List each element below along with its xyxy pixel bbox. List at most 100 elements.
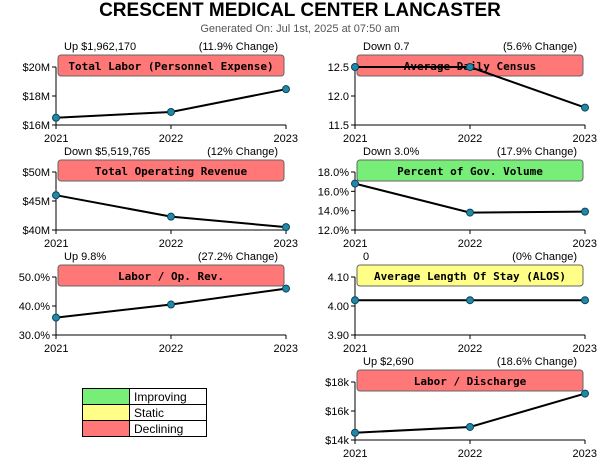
legend-swatch-improving [82,388,130,405]
series-line [55,194,287,229]
data-point [52,113,60,122]
y-tick-label: $18k [325,377,349,389]
chart-title: Total Operating Revenue [95,165,248,178]
data-point [351,179,359,188]
generated-timestamp: Generated On: Jul 1st, 2025 at 07:50 am [200,23,400,35]
x-tick-label: 2021 [44,133,68,145]
x-tick-label: 2023 [573,448,597,460]
chart-change: (18.6% Change) [497,356,577,368]
y-tick-label: 14.0% [318,206,349,218]
x-tick-label: 2023 [274,343,298,355]
x-tick-label: 2022 [458,343,482,355]
legend-row-improving: Improving [82,388,207,405]
y-tick-label: 12.0 [328,91,349,103]
page-title: CRESCENT MEDICAL CENTER LANCASTER [99,0,501,21]
y-tick-label: 30.0% [19,330,50,342]
x-tick-label: 2021 [343,133,367,145]
data-point [167,107,175,116]
chart-summary: Up $2,690 [363,356,414,368]
chart-title-box [57,54,285,77]
y-tick-label: $16k [325,406,349,418]
data-point [52,313,60,322]
legend-row-static: Static [82,404,207,421]
chart-title-box [356,264,584,287]
data-point [581,207,589,216]
x-tick-label: 2023 [274,133,298,145]
chart-title: Labor / Discharge [414,375,527,388]
data-point [167,212,175,221]
series-line [354,182,586,214]
chart-change: (5.6% Change) [503,41,577,53]
x-tick-label: 2022 [159,133,183,145]
legend-label-improving: Improving [129,388,207,405]
chart-change: (27.2% Change) [198,251,278,263]
y-tick-label: $45M [22,196,50,208]
data-point [466,422,474,431]
y-tick-label: $50M [22,167,50,179]
chart-title-box [57,159,285,182]
chart-summary: 0 [363,251,369,263]
chart-change: (0% Change) [512,251,577,263]
chart-title-box [356,369,584,392]
y-tick-label: $16M [22,120,50,132]
data-point [282,85,290,94]
data-point [466,208,474,217]
legend-swatch-declining [82,420,130,437]
x-tick-label: 2022 [458,448,482,460]
chart-summary: Down 3.0% [363,146,419,158]
legend: Improving Static Declining [82,388,207,437]
x-tick-label: 2023 [274,238,298,250]
y-tick-label: 12.5 [328,62,349,74]
x-tick-label: 2021 [343,343,367,355]
data-point [351,428,359,437]
y-tick-label: $40M [22,225,50,237]
chart-title: Average Length Of Stay (ALOS) [374,270,566,283]
y-tick-label: 4.10 [328,272,349,284]
y-tick-label: 16.0% [318,186,349,198]
y-tick-label: 3.90 [328,330,349,342]
data-point [167,300,175,309]
y-tick-label: $20M [22,62,50,74]
chart-title-box [356,159,584,182]
x-tick-label: 2021 [343,448,367,460]
y-tick-label: 40.0% [19,301,50,313]
data-point [581,103,589,112]
x-tick-label: 2021 [44,238,68,250]
chart-summary: Up $1,962,170 [64,41,136,53]
x-tick-label: 2021 [343,238,367,250]
y-tick-label: 11.5 [328,120,349,132]
data-point [351,296,359,305]
chart-summary: Down 0.7 [363,41,409,53]
x-tick-label: 2022 [458,238,482,250]
y-tick-label: 18.0% [318,167,349,179]
data-point [351,63,359,71]
chart-summary: Up 9.8% [64,251,106,263]
chart-summary: Down $5,519,765 [64,146,150,158]
y-tick-label: $14k [325,435,349,447]
chart-title: Total Labor (Personnel Expense) [68,60,273,73]
legend-row-declining: Declining [82,420,207,437]
legend-label-declining: Declining [129,420,207,437]
chart-title-box [57,264,285,287]
y-tick-label: $18M [22,91,50,103]
chart-title: Labor / Op. Rev. [118,270,224,283]
y-tick-label: 4.00 [328,301,349,313]
x-tick-label: 2021 [44,343,68,355]
chart-change: (17.9% Change) [497,146,577,158]
y-tick-label: 12.0% [318,225,349,237]
data-point [282,284,290,293]
x-tick-label: 2022 [458,133,482,145]
x-tick-label: 2023 [573,238,597,250]
x-tick-label: 2023 [573,343,597,355]
data-point [466,63,474,71]
legend-swatch-static [82,404,130,421]
data-point [466,296,474,305]
data-point [581,389,589,398]
y-tick-label: 50.0% [19,272,50,284]
chart-title: Percent of Gov. Volume [397,165,543,178]
chart-change: (11.9% Change) [199,41,278,53]
data-point [52,191,60,200]
x-tick-label: 2023 [573,133,597,145]
